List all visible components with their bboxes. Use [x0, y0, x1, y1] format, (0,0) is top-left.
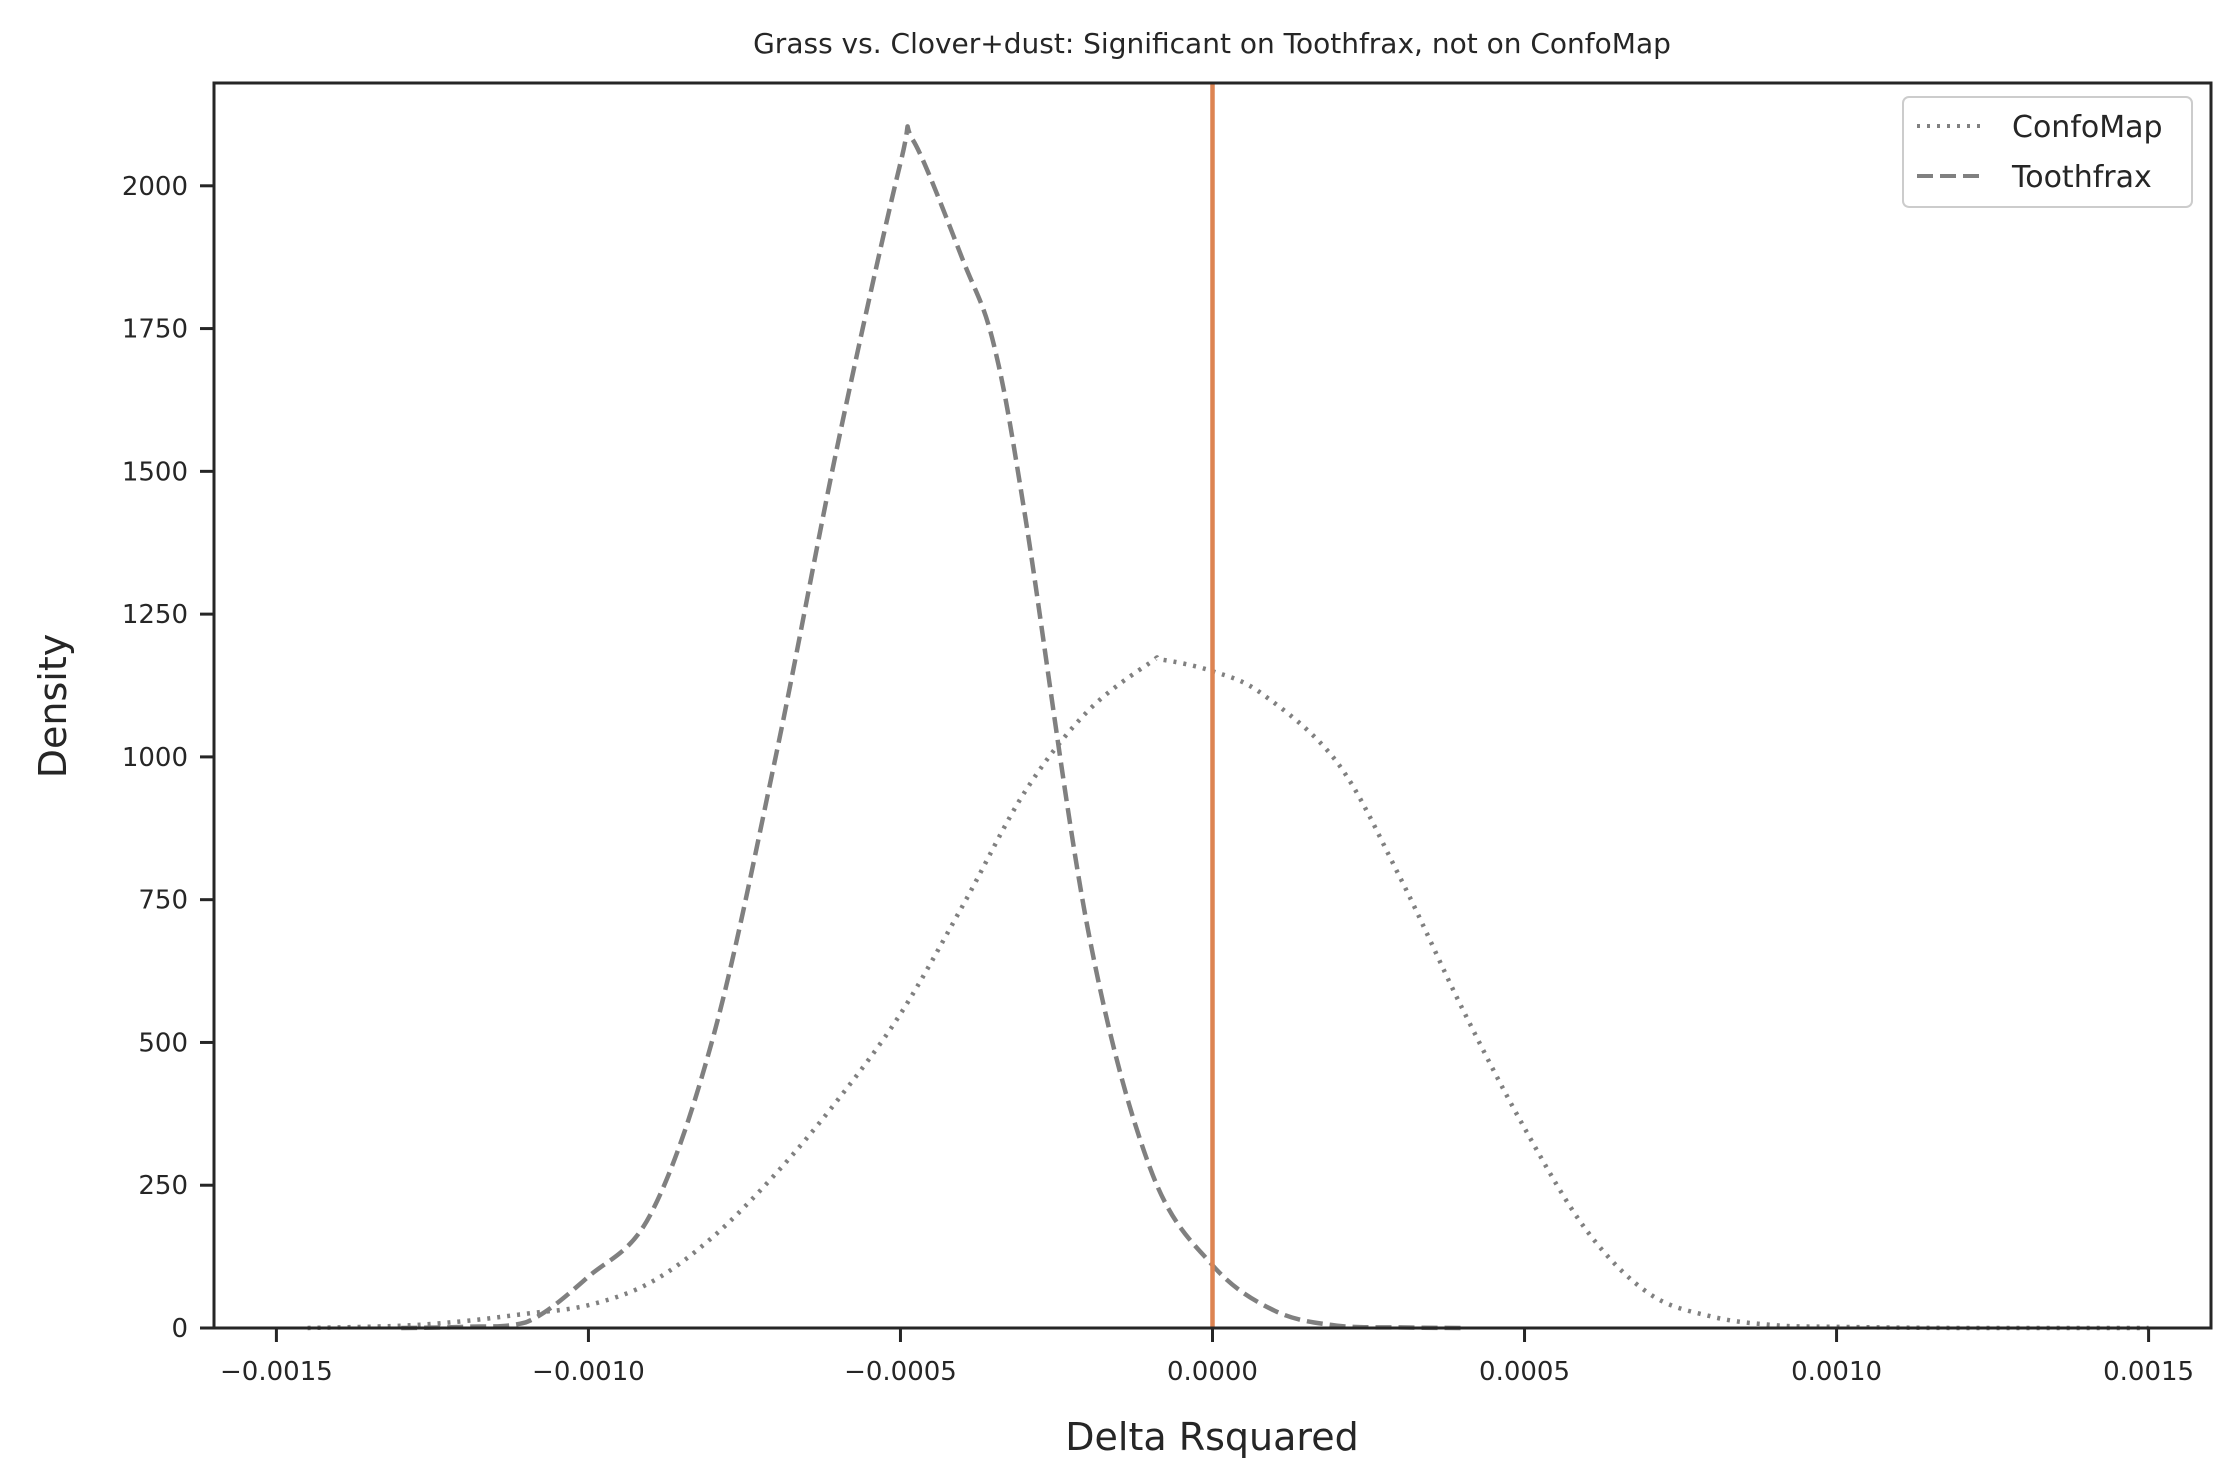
y-tick-label: 0 — [171, 1314, 188, 1344]
curves-layer — [307, 124, 2149, 1331]
chart-title: Grass vs. Clover+dust: Significant on To… — [753, 27, 1671, 60]
y-tick-label: 2000 — [122, 172, 188, 202]
x-tick-label: 0.0010 — [1791, 1357, 1882, 1387]
y-tick-label: 1750 — [122, 315, 188, 345]
series-line-confomap — [307, 655, 2149, 1331]
legend: ConfoMap Toothfrax — [1902, 96, 2193, 208]
x-tick-label: 0.0000 — [1167, 1357, 1258, 1387]
series-line-toothfrax — [401, 124, 1463, 1331]
x-tick-label: 0.0005 — [1479, 1357, 1570, 1387]
x-tick-label: −0.0010 — [532, 1357, 645, 1387]
legend-label-confomap: ConfoMap — [2012, 110, 2163, 145]
x-axis-ticks: −0.0015 −0.0010 −0.0005 0.0000 0.0005 0.0010 0… — [220, 1328, 2194, 1387]
y-axis-ticks: 0 250 500 750 1000 1250 1500 1750 2000 — [122, 172, 214, 1344]
y-tick-label: 1500 — [122, 457, 188, 487]
y-tick-label: 1000 — [122, 743, 188, 773]
x-tick-label: −0.0005 — [844, 1357, 957, 1387]
x-tick-label: −0.0015 — [220, 1357, 333, 1387]
y-tick-label: 1250 — [122, 600, 188, 630]
x-tick-label: 0.0015 — [2103, 1357, 2194, 1387]
y-tick-label: 750 — [138, 886, 188, 916]
y-axis-label: Density — [31, 634, 75, 778]
x-axis-label: Delta Rsquared — [1065, 1415, 1358, 1459]
y-tick-label: 250 — [138, 1171, 188, 1201]
legend-box — [1902, 96, 2193, 208]
legend-label-toothfrax: Toothfrax — [2011, 160, 2152, 195]
y-tick-label: 500 — [138, 1028, 188, 1058]
